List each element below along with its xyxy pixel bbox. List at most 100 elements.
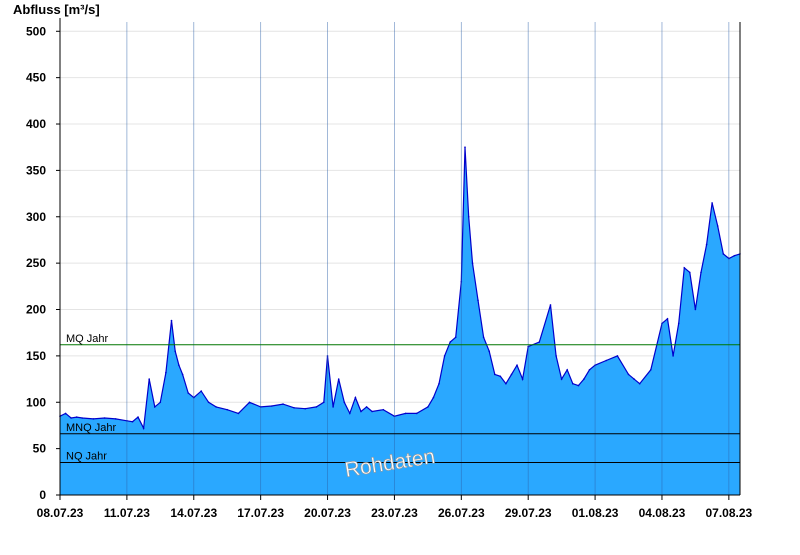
- x-tick-label: 26.07.23: [438, 506, 485, 520]
- data-point: [114, 418, 117, 420]
- data-point: [588, 369, 591, 371]
- data-point: [103, 417, 106, 419]
- x-tick-label: 11.07.23: [104, 506, 150, 520]
- data-point: [521, 378, 524, 380]
- data-point: [627, 373, 630, 376]
- data-point: [70, 417, 72, 419]
- data-point: [81, 417, 84, 419]
- data-point: [572, 382, 574, 385]
- data-point: [633, 378, 635, 380]
- reference-label: NQ Jahr: [66, 451, 107, 463]
- series-area: [59, 22, 741, 495]
- data-point: [488, 350, 491, 353]
- y-tick-label: 250: [26, 256, 46, 270]
- data-point: [560, 378, 563, 380]
- data-point: [142, 427, 145, 430]
- data-point: [371, 410, 373, 413]
- y-tick-label: 500: [26, 24, 46, 38]
- data-point: [482, 336, 485, 339]
- data-point: [181, 373, 184, 376]
- data-point: [415, 412, 418, 415]
- data-point: [716, 225, 719, 227]
- data-point: [438, 382, 440, 385]
- x-tick-label: 01.08.23: [572, 506, 619, 520]
- data-point: [638, 382, 641, 385]
- data-point: [282, 403, 284, 405]
- data-point: [170, 319, 173, 322]
- data-point: [293, 407, 295, 409]
- data-point: [354, 396, 357, 399]
- data-point: [516, 364, 518, 367]
- data-point: [154, 406, 156, 408]
- x-tick-label: 14.07.23: [170, 506, 217, 520]
- y-tick-label: 350: [26, 163, 46, 177]
- data-point: [178, 364, 180, 367]
- reference-label: MQ Jahr: [66, 333, 109, 345]
- data-point: [672, 355, 674, 357]
- data-point: [404, 412, 407, 415]
- y-tick-label: 400: [26, 117, 46, 131]
- y-tick-label: 150: [26, 349, 46, 363]
- data-point: [449, 341, 452, 343]
- data-point: [510, 373, 513, 376]
- data-point: [722, 253, 725, 255]
- data-point: [200, 390, 202, 392]
- data-point: [148, 378, 150, 380]
- data-point: [137, 416, 139, 418]
- data-point: [454, 336, 457, 339]
- data-point: [343, 401, 346, 404]
- x-tick-label: 07.08.23: [705, 506, 752, 520]
- data-point: [207, 401, 210, 404]
- data-point: [131, 420, 134, 423]
- data-point: [271, 405, 273, 407]
- data-point: [577, 384, 580, 387]
- x-tick-label: 20.07.23: [304, 506, 351, 520]
- axes: 0 50 100 150 200 250 300 350 400 450 500 08.07.23 11…: [26, 18, 753, 520]
- data-point: [705, 243, 708, 246]
- data-point: [464, 146, 466, 148]
- data-point: [733, 254, 736, 257]
- data-point: [215, 406, 217, 408]
- data-point: [382, 408, 385, 411]
- data-point: [237, 412, 240, 415]
- data-point: [499, 375, 502, 378]
- data-point: [677, 322, 680, 325]
- data-point: [349, 412, 351, 415]
- y-axis-label: Abfluss [m³/s]: [13, 2, 100, 17]
- data-point: [427, 406, 429, 408]
- data-point: [549, 304, 552, 306]
- y-tick-label: 0: [39, 488, 46, 502]
- data-point: [360, 410, 362, 413]
- y-tick-label: 450: [26, 71, 46, 85]
- data-point: [711, 202, 713, 204]
- data-point: [365, 406, 368, 408]
- data-point: [583, 378, 585, 380]
- data-point: [64, 412, 67, 415]
- x-tick-label: 23.07.23: [371, 506, 418, 520]
- data-point: [538, 341, 541, 343]
- data-point: [467, 216, 470, 218]
- x-tick-label: 08.07.23: [37, 506, 84, 520]
- reference-lines: MQ Jahr MNQ Jahr NQ Jahr: [60, 333, 740, 464]
- data-point: [332, 406, 334, 408]
- data-point: [471, 262, 474, 264]
- discharge-area: [60, 147, 740, 495]
- data-point: [505, 382, 507, 385]
- data-point: [494, 373, 496, 376]
- data-point: [159, 401, 162, 404]
- y-tick-label: 100: [26, 395, 46, 409]
- data-point: [666, 318, 669, 320]
- data-point: [605, 359, 607, 362]
- data-point: [689, 271, 691, 274]
- data-point: [337, 378, 340, 380]
- data-point: [323, 401, 325, 404]
- data-point: [304, 407, 307, 410]
- data-point: [650, 369, 652, 371]
- reference-label: MNQ Jahr: [66, 422, 116, 434]
- data-point: [700, 271, 702, 274]
- x-tick-label: 17.07.23: [237, 506, 284, 520]
- data-point: [248, 401, 251, 404]
- data-point: [616, 355, 619, 357]
